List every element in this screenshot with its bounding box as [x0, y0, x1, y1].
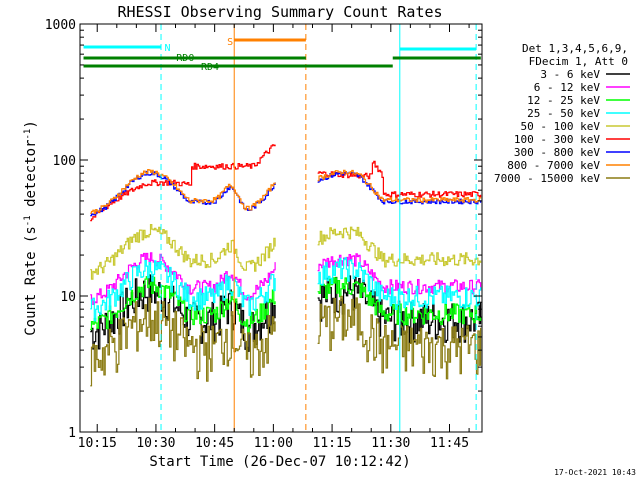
- legend-label: 25 - 50 keV: [527, 107, 600, 120]
- annotations-layer: N S RD0 RD4: [83, 24, 481, 432]
- x-tick-label: 10:15: [78, 436, 117, 451]
- night-label: N: [165, 43, 171, 54]
- legend-label: 50 - 100 keV: [521, 120, 601, 133]
- x-axis-label: Start Time (26-Dec-07 10:12:42): [149, 454, 410, 470]
- footer-date: 17-Oct-2021 10:43: [554, 468, 636, 477]
- plot-frame: [79, 23, 483, 433]
- x-tick-label: 10:45: [195, 436, 234, 451]
- x-tick-label: 11:15: [313, 436, 352, 451]
- legend-label: 12 - 25 keV: [527, 94, 600, 107]
- x-tick-label: 11:30: [371, 436, 410, 451]
- series-line-7: [90, 170, 482, 217]
- legend-label: 6 - 12 keV: [534, 81, 601, 94]
- legend-label: 800 - 7000 keV: [507, 159, 600, 172]
- svg-text:Count Rate (s-1 detector-1): Count Rate (s-1 detector-1): [23, 120, 39, 336]
- legend-header-2: FDecim 1, Att 0: [529, 55, 628, 68]
- y-tick-label: 1000: [45, 18, 76, 33]
- series-line-8: [90, 169, 482, 215]
- rd4-label: RD4: [201, 62, 219, 73]
- x-tick-label: 11:00: [254, 436, 293, 451]
- y-tick-label: 10: [60, 290, 76, 305]
- y-axis-label: Count Rate (s-1 detector-1): [23, 120, 39, 336]
- x-tick-label: 11:45: [430, 436, 469, 451]
- data-layer: [90, 144, 482, 387]
- series-line-6: [90, 144, 482, 222]
- legend-header-1: Det 1,3,4,5,6,9,: [522, 42, 628, 55]
- y-tick-label: 100: [53, 154, 76, 169]
- rd0-label: RD0: [176, 53, 194, 64]
- legend-label: 100 - 300 keV: [514, 133, 600, 146]
- legend-label: 300 - 800 keV: [514, 146, 600, 159]
- chart-title: RHESSI Observing Summary Count Rates: [117, 3, 442, 21]
- saa-label: S: [227, 37, 233, 48]
- x-tick-label: 10:30: [136, 436, 175, 451]
- legend-label: 7000 - 15000 keV: [494, 172, 600, 185]
- axis-layer: 10:15 10:30 10:45 11:00 11:15 11:30 11:45 1 10 10…: [45, 18, 482, 451]
- legend-label: 3 - 6 keV: [540, 68, 600, 81]
- y-tick-label: 1: [68, 426, 76, 441]
- legend: Det 1,3,4,5,6,9, FDecim 1, Att 0 3 - 6 k…: [494, 42, 630, 185]
